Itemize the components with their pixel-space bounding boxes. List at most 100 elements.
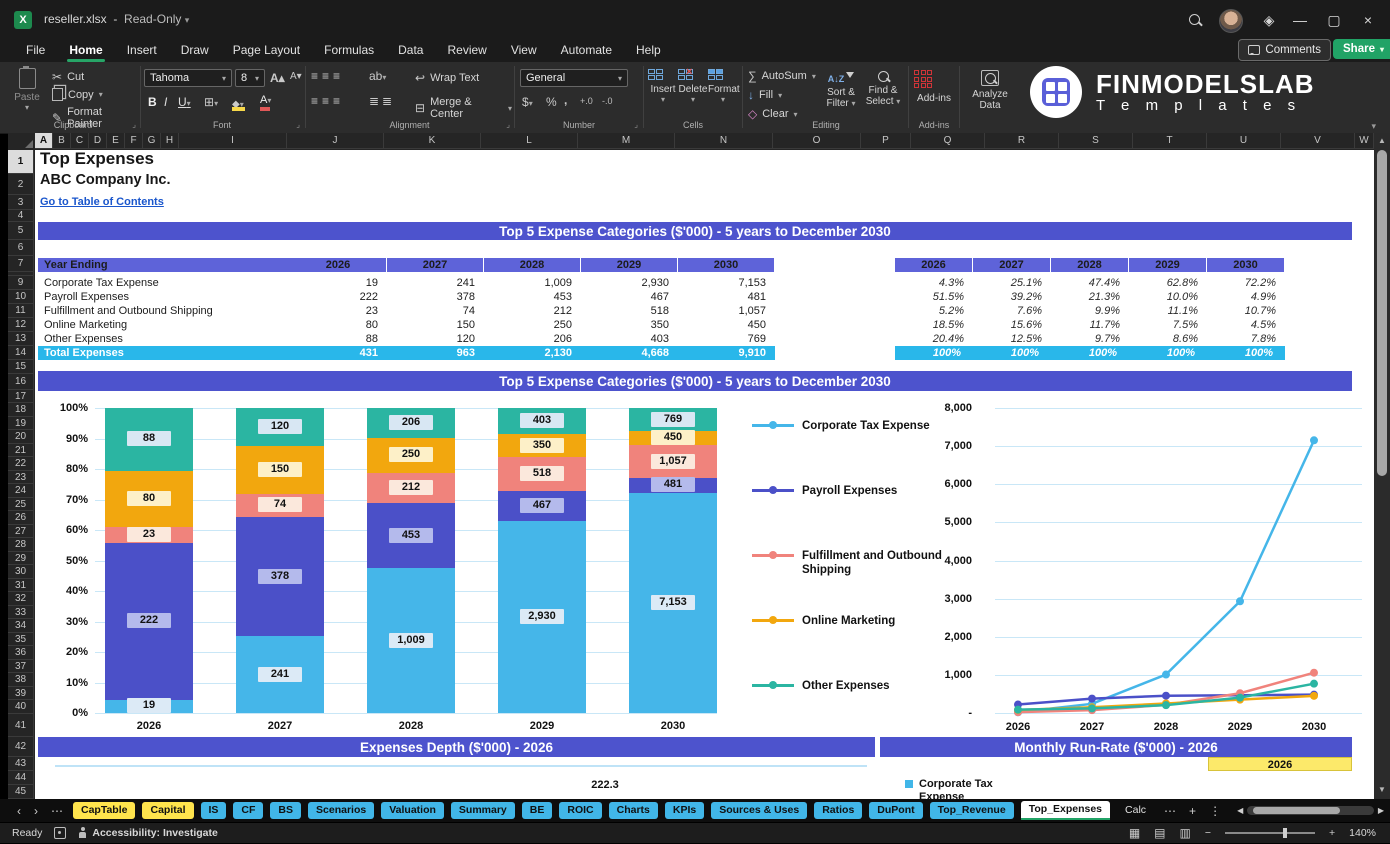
more-sheets-icon[interactable]: ⋯ xyxy=(1161,804,1179,818)
find-select-button[interactable]: Find &Select ▾ xyxy=(864,69,902,107)
sheet-options-icon[interactable]: ⋮ xyxy=(1206,804,1224,818)
toc-link[interactable]: Go to Table of Contents xyxy=(40,196,164,208)
borders-icon[interactable]: ⊞▾ xyxy=(204,95,218,109)
menu-tab-formulas[interactable]: Formulas xyxy=(314,41,384,61)
menu-tab-page-layout[interactable]: Page Layout xyxy=(223,41,310,61)
sheet-list-icon[interactable]: ⋯ xyxy=(48,804,66,818)
horizontal-scroll-thumb[interactable] xyxy=(1253,807,1340,814)
paste-button[interactable]: Paste ▾ xyxy=(12,68,42,112)
row-header-16[interactable]: 16 xyxy=(8,374,34,390)
analyze-data-button[interactable]: AnalyzeData xyxy=(965,70,1015,111)
restore-button[interactable]: ▢ xyxy=(1317,0,1351,40)
vertical-scroll-thumb[interactable] xyxy=(1377,150,1387,476)
row-header-4[interactable]: 4 xyxy=(8,210,34,222)
scroll-up-icon[interactable]: ▲ xyxy=(1374,136,1390,145)
page-break-view-icon[interactable]: ▥ xyxy=(1180,826,1191,840)
addins-button[interactable]: Add-ins xyxy=(914,70,954,104)
horizontal-scrollbar[interactable]: ◀ ▶ xyxy=(1237,806,1384,816)
zoom-in-icon[interactable]: + xyxy=(1329,827,1335,839)
menu-tab-review[interactable]: Review xyxy=(437,41,496,61)
underline-button[interactable]: U▾ xyxy=(178,95,191,109)
dialog-launcher-icon[interactable]: ⌟ xyxy=(634,120,638,129)
add-sheet-icon[interactable]: + xyxy=(1186,804,1199,818)
chevron-down-icon[interactable]: ▾ xyxy=(185,15,190,25)
row-header-15[interactable]: 15 xyxy=(8,360,34,374)
row-header-5[interactable]: 5 xyxy=(8,222,34,240)
row-header-21[interactable]: 21 xyxy=(8,444,34,457)
sort-filter-button[interactable]: A↓Z Sort &Filter ▾ xyxy=(822,69,860,109)
sheet-tab-cf[interactable]: CF xyxy=(233,802,263,819)
row-header-9[interactable]: 9 xyxy=(8,276,34,290)
row-header-1[interactable]: 1 xyxy=(8,150,34,174)
dialog-launcher-icon[interactable]: ⌟ xyxy=(132,120,136,129)
vertical-align-icons[interactable]: ≡≡≡ xyxy=(311,69,344,83)
sheet-tab-charts[interactable]: Charts xyxy=(609,802,658,819)
column-header-R[interactable]: R xyxy=(985,133,1059,149)
column-header-O[interactable]: O xyxy=(773,133,861,149)
sheet-tab-summary[interactable]: Summary xyxy=(451,802,515,819)
column-header-I[interactable]: I xyxy=(179,133,287,149)
normal-view-icon[interactable]: ▦ xyxy=(1129,826,1140,840)
zoom-slider-thumb[interactable] xyxy=(1283,828,1287,838)
collapse-ribbon-icon[interactable]: ▾ xyxy=(1371,121,1376,132)
clear-button[interactable]: ◇Clear▾ xyxy=(748,107,798,121)
copy-button[interactable]: Copy▾ xyxy=(52,88,103,101)
runrate-year-cell[interactable]: 2026 xyxy=(1208,757,1352,771)
column-header-S[interactable]: S xyxy=(1059,133,1133,149)
column-header-E[interactable]: E xyxy=(107,133,125,149)
font-name-select[interactable]: Tahoma▾ xyxy=(144,69,232,87)
sheet-nav-right-icon[interactable]: › xyxy=(31,804,41,818)
close-button[interactable]: × xyxy=(1351,0,1385,40)
column-header-L[interactable]: L xyxy=(481,133,578,149)
sheet-tab-top-expenses[interactable]: Top_Expenses xyxy=(1021,801,1110,820)
fill-color-icon[interactable]: ◆▾ xyxy=(232,94,244,112)
row-header-14[interactable]: 14 xyxy=(8,346,34,360)
column-header-K[interactable]: K xyxy=(384,133,481,149)
page-layout-view-icon[interactable]: ▤ xyxy=(1154,826,1165,840)
sheet-tab-be[interactable]: BE xyxy=(522,802,553,819)
avatar[interactable] xyxy=(1219,9,1243,33)
column-header-N[interactable]: N xyxy=(675,133,773,149)
macro-record-icon[interactable] xyxy=(54,827,66,839)
sheet-tab-calc[interactable]: Calc xyxy=(1117,802,1154,819)
bold-button[interactable]: B xyxy=(148,95,157,109)
row-header-6[interactable]: 6 xyxy=(8,240,34,256)
column-header-D[interactable]: D xyxy=(89,133,107,149)
sheet-tab-valuation[interactable]: Valuation xyxy=(381,802,444,819)
column-header-F[interactable]: F xyxy=(125,133,143,149)
menu-tab-automate[interactable]: Automate xyxy=(551,41,622,61)
row-header-19[interactable]: 19 xyxy=(8,417,34,430)
sheet-tab-sources-uses[interactable]: Sources & Uses xyxy=(711,802,807,819)
menu-tab-file[interactable]: File xyxy=(16,41,55,61)
scroll-right-icon[interactable]: ▶ xyxy=(1378,806,1384,815)
sheet-tab-kpis[interactable]: KPIs xyxy=(665,802,704,819)
column-header-B[interactable]: B xyxy=(53,133,71,149)
column-header-W[interactable]: W xyxy=(1355,133,1374,149)
number-format-select[interactable]: General▾ xyxy=(520,69,628,87)
scroll-left-icon[interactable]: ◀ xyxy=(1237,806,1243,815)
increase-font-icon[interactable]: A▴ xyxy=(270,71,285,85)
horizontal-align-icons[interactable]: ≡≡≡ xyxy=(311,94,344,108)
sheet-tab-capital[interactable]: Capital xyxy=(142,802,193,819)
row-header-3[interactable]: 3 xyxy=(8,195,34,210)
menu-tab-draw[interactable]: Draw xyxy=(171,41,219,61)
column-header-V[interactable]: V xyxy=(1281,133,1355,149)
scroll-down-icon[interactable]: ▼ xyxy=(1374,785,1390,794)
row-header-12[interactable]: 12 xyxy=(8,318,34,332)
comma-style-icon[interactable]: , xyxy=(564,93,567,107)
row-header-11[interactable]: 11 xyxy=(8,304,34,318)
select-all-corner[interactable] xyxy=(8,133,36,151)
column-header-A[interactable]: A xyxy=(35,133,53,149)
row-header-37[interactable]: 37 xyxy=(8,660,34,673)
insert-cells-button[interactable]: Insert▾ xyxy=(648,69,678,104)
column-header-U[interactable]: U xyxy=(1207,133,1281,149)
row-header-13[interactable]: 13 xyxy=(8,332,34,346)
decrease-decimal-icon[interactable]: -.0 xyxy=(602,96,613,106)
indent-icons[interactable]: ≣≣ xyxy=(369,94,395,108)
italic-button[interactable]: I xyxy=(164,95,167,109)
comments-button[interactable]: Comments xyxy=(1238,39,1331,61)
wrap-text-button[interactable]: ↩Wrap Text xyxy=(415,71,479,85)
sheet-tab-scenarios[interactable]: Scenarios xyxy=(308,802,374,819)
font-color-icon[interactable]: A▾ xyxy=(260,94,271,106)
column-header-T[interactable]: T xyxy=(1133,133,1207,149)
